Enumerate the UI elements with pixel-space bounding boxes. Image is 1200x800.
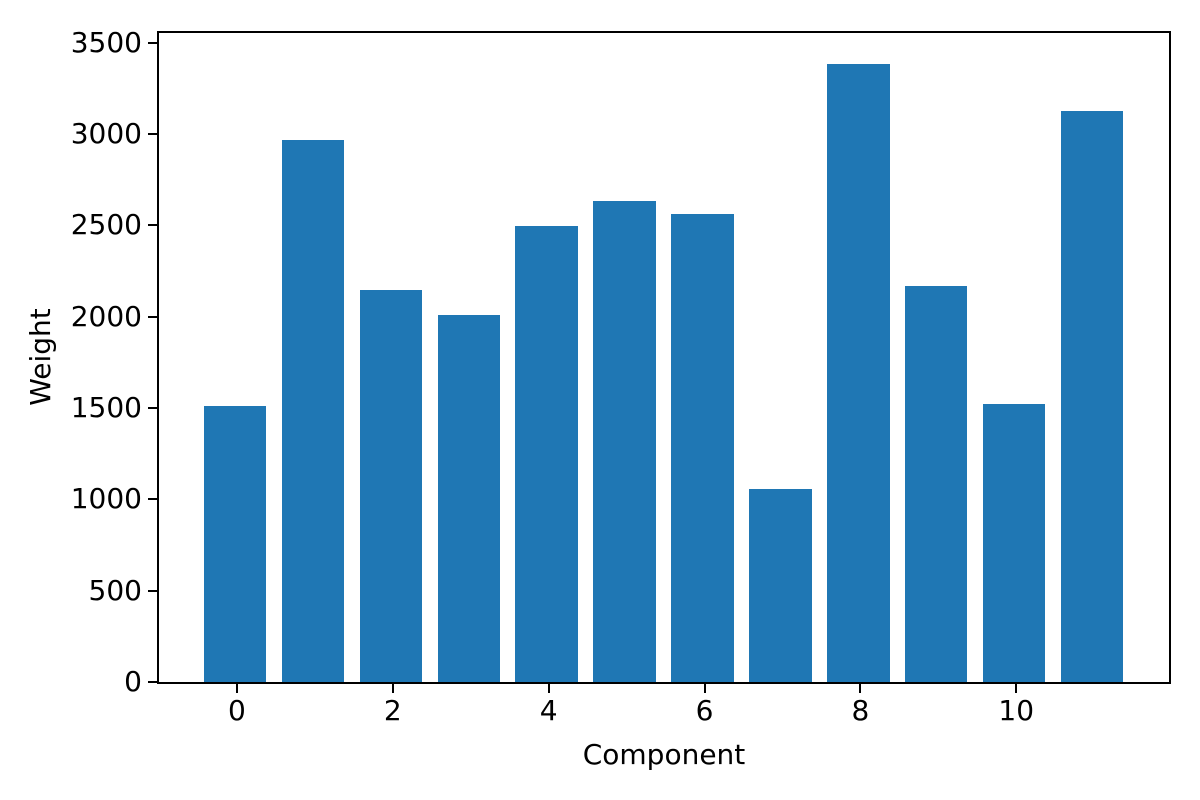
y-tick-mark — [148, 406, 157, 409]
y-tick-mark — [148, 681, 157, 683]
bar-component-3 — [437, 314, 500, 682]
y-tick-mark — [148, 315, 157, 318]
x-tick-label: 2 — [383, 694, 402, 727]
y-tick-label: 3500 — [70, 25, 142, 59]
bar-component-7 — [749, 489, 812, 682]
x-tick-mark — [1015, 684, 1018, 693]
x-tick-label: 8 — [851, 694, 870, 727]
x-tick-label: 10 — [998, 694, 1035, 727]
x-tick-mark — [547, 684, 550, 693]
bar-component-5 — [593, 200, 656, 682]
plot-area — [157, 31, 1171, 684]
y-tick-mark — [148, 589, 157, 592]
bar-component-2 — [359, 290, 422, 682]
y-tick-mark — [148, 41, 157, 44]
x-axis-label: Component — [582, 738, 746, 771]
y-axis-label: Weight — [24, 308, 57, 406]
y-tick-label: 500 — [88, 573, 142, 607]
bar-component-10 — [983, 404, 1046, 682]
y-tick-mark — [148, 224, 157, 227]
y-tick-label: 1000 — [70, 482, 142, 516]
x-tick-label: 0 — [228, 694, 246, 727]
y-tick-label: 0 — [124, 665, 142, 698]
x-tick-mark — [235, 684, 238, 693]
bar-component-1 — [281, 140, 345, 682]
x-tick-label: 4 — [539, 694, 558, 727]
x-tick-mark — [703, 684, 706, 693]
x-tick-mark — [859, 684, 862, 693]
y-tick-label: 3000 — [70, 116, 142, 150]
bar-component-11 — [1061, 111, 1124, 682]
y-tick-label: 1500 — [70, 390, 142, 424]
bar-component-4 — [515, 226, 578, 682]
bar-component-6 — [671, 214, 734, 682]
x-tick-label: 6 — [695, 694, 714, 727]
y-tick-mark — [148, 498, 157, 501]
bar-component-0 — [203, 406, 267, 682]
y-tick-label: 2500 — [70, 208, 142, 242]
bar-component-8 — [827, 64, 890, 682]
y-tick-mark — [148, 132, 157, 135]
bar-component-9 — [905, 285, 968, 682]
y-tick-label: 2000 — [70, 299, 142, 333]
x-tick-mark — [391, 684, 394, 693]
